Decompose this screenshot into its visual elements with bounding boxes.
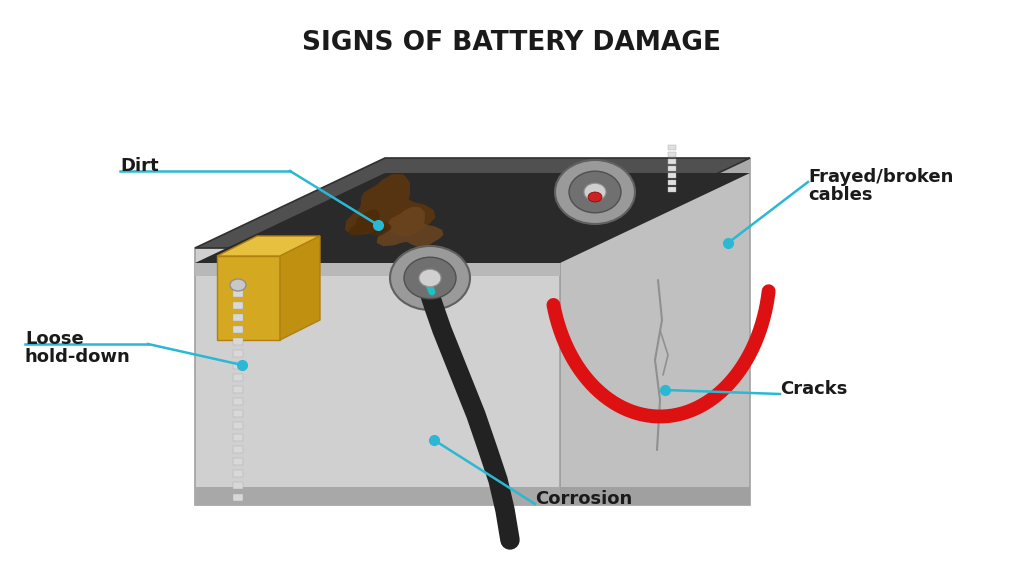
Polygon shape — [233, 410, 243, 417]
Polygon shape — [233, 434, 243, 441]
Polygon shape — [217, 256, 280, 340]
Polygon shape — [233, 470, 243, 477]
Polygon shape — [233, 362, 243, 369]
Polygon shape — [195, 248, 560, 505]
Text: cables: cables — [808, 186, 872, 204]
Polygon shape — [195, 487, 560, 505]
Ellipse shape — [555, 160, 635, 224]
Polygon shape — [233, 314, 243, 321]
Polygon shape — [233, 398, 243, 405]
Ellipse shape — [588, 192, 602, 202]
Polygon shape — [233, 350, 243, 357]
Polygon shape — [195, 173, 750, 263]
Ellipse shape — [419, 269, 441, 287]
Polygon shape — [233, 338, 243, 345]
Polygon shape — [233, 482, 243, 489]
Polygon shape — [233, 386, 243, 393]
Polygon shape — [668, 180, 676, 185]
Text: Frayed/broken: Frayed/broken — [808, 168, 953, 186]
Polygon shape — [233, 290, 243, 297]
Ellipse shape — [569, 171, 621, 213]
Text: Loose: Loose — [25, 330, 84, 348]
Polygon shape — [280, 236, 319, 340]
Polygon shape — [668, 166, 676, 171]
Ellipse shape — [230, 279, 246, 291]
Text: Dirt: Dirt — [120, 157, 159, 175]
Polygon shape — [195, 158, 750, 248]
Polygon shape — [233, 446, 243, 453]
Ellipse shape — [584, 183, 606, 201]
Polygon shape — [668, 145, 676, 150]
Polygon shape — [345, 174, 435, 237]
Polygon shape — [348, 209, 391, 236]
Polygon shape — [233, 494, 243, 501]
Ellipse shape — [404, 257, 456, 299]
Polygon shape — [560, 158, 750, 505]
Polygon shape — [668, 152, 676, 157]
Polygon shape — [560, 158, 750, 261]
Polygon shape — [233, 422, 243, 429]
Polygon shape — [668, 173, 676, 178]
Text: Cracks: Cracks — [780, 380, 848, 398]
Polygon shape — [560, 487, 750, 505]
Polygon shape — [233, 326, 243, 333]
Ellipse shape — [390, 246, 470, 310]
Polygon shape — [377, 207, 443, 247]
Polygon shape — [233, 302, 243, 309]
Polygon shape — [233, 458, 243, 465]
Polygon shape — [217, 236, 319, 256]
Polygon shape — [668, 159, 676, 164]
Text: hold-down: hold-down — [25, 348, 131, 366]
Polygon shape — [233, 374, 243, 381]
Text: Corrosion: Corrosion — [535, 490, 632, 508]
Polygon shape — [668, 187, 676, 192]
Polygon shape — [195, 263, 560, 276]
Text: SIGNS OF BATTERY DAMAGE: SIGNS OF BATTERY DAMAGE — [302, 30, 722, 56]
